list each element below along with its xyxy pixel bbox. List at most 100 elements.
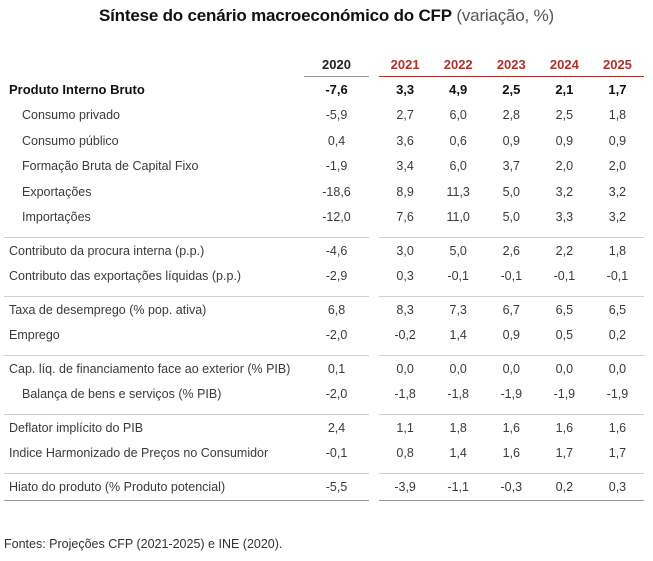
cell-value: 0,6 (449, 133, 467, 148)
row-label: Exportações (22, 184, 92, 199)
cell-value: 7,3 (431, 296, 485, 323)
table-row: Exportações -18,6 8,9 11,3 5,0 3,2 3,2 (4, 179, 644, 205)
cell-value: -2,0 (325, 387, 348, 402)
cell-value: -4,6 (304, 237, 369, 264)
cell-value: 0,3 (590, 473, 644, 501)
cell-value: 1,8 (608, 108, 627, 123)
row-label: Emprego (9, 328, 60, 343)
cell-value: 3,3 (396, 82, 415, 98)
cell-value: -18,6 (322, 184, 351, 199)
row-label: Contributo das exportações líquidas (p.p… (9, 269, 242, 284)
cell-value: 0,0 (484, 355, 538, 382)
cell-value: 0,3 (396, 269, 414, 284)
table-row: Balança de bens e serviços (% PIB) -2,0 … (4, 382, 644, 408)
table-row: Importações -12,0 7,6 11,0 5,0 3,3 3,2 (4, 205, 644, 231)
cell-value: 11,0 (446, 210, 470, 225)
cell-value: -0,1 (325, 446, 348, 461)
cell-value: 1,8 (431, 414, 485, 441)
cell-value: 2,7 (396, 108, 414, 123)
year-header: 2020 (304, 52, 369, 77)
cell-value: 3,2 (608, 184, 627, 199)
row-label: Indice Harmonizado de Preços no Consumid… (9, 446, 269, 461)
row-label: Importações (22, 210, 91, 225)
cell-value: 5,0 (502, 210, 520, 225)
cell-value: -0,2 (394, 328, 416, 343)
cell-value: -0,1 (500, 269, 523, 284)
table-row: Produto Interno Bruto -7,6 3,3 4,9 2,5 2… (4, 77, 644, 103)
cell-value: -1,9 (606, 387, 629, 402)
table-row: Consumo público 0,4 3,6 0,6 0,9 0,9 0,9 (4, 128, 644, 154)
cell-value: 3,6 (396, 133, 414, 148)
cell-value: 1,1 (378, 414, 432, 441)
cell-value: -0,3 (484, 473, 538, 501)
row-label: Contributo da procura interna (p.p.) (4, 237, 305, 264)
cell-value: 0,5 (555, 328, 574, 343)
cell-value: 1,4 (449, 328, 467, 343)
cell-value: 1,7 (555, 446, 574, 461)
cell-value: 2,2 (537, 237, 591, 264)
cell-value: 1,6 (484, 414, 538, 441)
cell-value: -1,9 (500, 387, 523, 402)
cell-value: 1,4 (449, 446, 467, 461)
cell-value: 2,8 (502, 108, 520, 123)
table-row: Hiato do produto (% Produto potencial) -… (4, 473, 644, 501)
cell-value: 5,0 (502, 184, 520, 199)
cell-value: -0,1 (447, 269, 469, 284)
cell-value: -0,1 (553, 269, 576, 284)
cell-value: 6,5 (537, 296, 591, 323)
row-label: Deflator implícito do PIB (4, 414, 305, 441)
cell-value: 0,0 (378, 355, 432, 382)
table-row: Taxa de desemprego (% pop. ativa) 6,8 8,… (4, 296, 644, 323)
year-header: 2025 (590, 52, 644, 77)
cell-value: 2,0 (608, 159, 627, 174)
cell-value: 2,1 (555, 82, 574, 98)
cell-value: 0,9 (555, 133, 574, 148)
cell-value: 6,5 (590, 296, 644, 323)
row-label: Formação Bruta de Capital Fixo (22, 159, 199, 174)
cell-value: -2,9 (325, 269, 348, 284)
table-row: Indice Harmonizado de Preços no Consumid… (4, 441, 644, 467)
row-label: Consumo privado (22, 108, 120, 123)
cell-value: 5,0 (431, 237, 485, 264)
cell-value: 3,2 (555, 184, 574, 199)
table-row: Deflator implícito do PIB 2,4 1,1 1,8 1,… (4, 414, 644, 441)
cell-value: 1,8 (590, 237, 644, 264)
cell-value: 0,2 (608, 328, 627, 343)
source-note: Fontes: Projeções CFP (2021-2025) e INE … (4, 537, 283, 551)
cell-value: 4,9 (449, 82, 468, 98)
cell-value: 0,9 (502, 328, 520, 343)
cell-value: -12,0 (322, 210, 351, 225)
cell-value: 0,0 (590, 355, 644, 382)
cell-value: -0,1 (606, 269, 629, 284)
cell-value: -1,8 (447, 387, 469, 402)
row-label: Cap. líq. de financiamento face ao exter… (4, 355, 305, 382)
cell-value: 6,7 (484, 296, 538, 323)
cell-value: 1,7 (608, 82, 627, 98)
year-header: 2021 (378, 52, 432, 77)
cell-value: 3,7 (502, 159, 520, 174)
cell-value: -5,5 (304, 473, 369, 501)
cell-value: -5,9 (325, 108, 348, 123)
cell-value: 2,5 (555, 108, 574, 123)
cell-value: 0,0 (537, 355, 591, 382)
cell-value: 2,0 (555, 159, 574, 174)
cell-value: 3,3 (555, 210, 574, 225)
cell-value: 0,1 (304, 355, 369, 382)
cell-value: 0,0 (431, 355, 485, 382)
cell-value: 8,3 (378, 296, 432, 323)
cell-value: 1,6 (590, 414, 644, 441)
row-label: Taxa de desemprego (% pop. ativa) (4, 296, 305, 323)
cell-value: 0,8 (396, 446, 414, 461)
year-header: 2022 (431, 52, 485, 77)
cell-value: 11,3 (446, 184, 470, 199)
cell-value: 6,8 (304, 296, 369, 323)
cell-value: 6,0 (449, 159, 467, 174)
macro-table: 2020 2021 2022 2023 2024 2025 Produto In… (4, 52, 644, 501)
cell-value: 8,9 (396, 184, 414, 199)
cell-value: 0,9 (502, 133, 520, 148)
table-row: Formação Bruta de Capital Fixo -1,9 3,4 … (4, 154, 644, 180)
table-row: Consumo privado -5,9 2,7 6,0 2,8 2,5 1,8 (4, 103, 644, 129)
table-row: Cap. líq. de financiamento face ao exter… (4, 355, 644, 382)
row-label: Balança de bens e serviços (% PIB) (22, 387, 222, 402)
row-label: Consumo público (22, 133, 119, 148)
